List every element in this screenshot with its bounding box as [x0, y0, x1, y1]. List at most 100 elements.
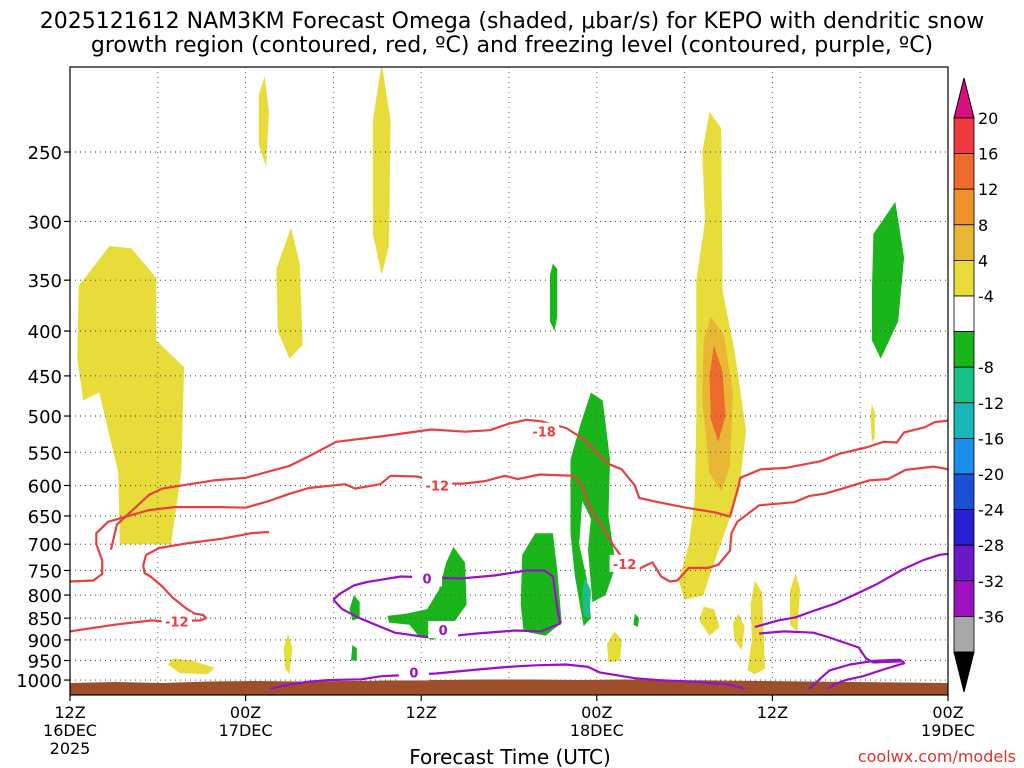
x-tick-label-24-0: 12Z [406, 703, 437, 722]
x-tick-label-36-0: 00Z [581, 703, 612, 722]
colorbar-label-2: 12 [978, 180, 998, 199]
x-tick-label-36-1: 18DEC [570, 721, 624, 740]
purple-label-bg-1 [412, 569, 443, 587]
omega-shading-layer [77, 67, 905, 675]
chart-title-line-2: growth region (contoured, red, ºC) and f… [91, 33, 933, 58]
colorbar-label-12: -32 [978, 572, 1004, 591]
y-tick-label-750: 750 [28, 561, 62, 582]
colorbar-seg-8 [953, 402, 975, 439]
y-tick-label-450: 450 [28, 367, 62, 388]
red-label-bg-0 [529, 422, 560, 440]
y-axis-ticks: 2503003504004505005506006507007508008509… [16, 143, 70, 692]
colorbar-top-arrow [953, 77, 975, 119]
x-tick-label-0-1: 16DEC [43, 721, 97, 740]
red-contour-1 [70, 465, 948, 583]
colorbar-label-11: -28 [978, 536, 1004, 555]
credit-text: coolwx.com/models [858, 747, 1016, 766]
red-contour-label-3: -12 [613, 558, 637, 573]
red-contour-label-0: -18 [532, 426, 556, 441]
y-tick-label-600: 600 [28, 476, 62, 497]
omega-region-pos-4-g [732, 613, 745, 651]
y-tick-label-650: 650 [28, 507, 62, 528]
purple-contour-label-1: 0 [423, 573, 432, 588]
purple-contour-label-2: 0 [409, 666, 418, 681]
omega-region-pos-4-d [372, 67, 391, 275]
colorbar-label-9: -20 [978, 465, 1004, 484]
omega-region-pos-12-e [709, 345, 726, 442]
colorbar-seg-7 [953, 366, 975, 404]
y-tick-label-300: 300 [28, 212, 62, 233]
terrain-surface [70, 679, 948, 695]
purple-label-bg-0 [428, 621, 459, 639]
purple-label-bg-2 [398, 663, 429, 681]
x-tick-label-0-2: 2025 [50, 739, 91, 758]
omega-region-neg-4-g [351, 645, 357, 661]
x-axis-label: Forecast Time (UTC) [409, 745, 611, 768]
colorbar-label-8: -16 [978, 429, 1004, 448]
y-tick-label-250: 250 [28, 143, 62, 164]
red-contour-0 [109, 418, 948, 550]
x-tick-label-60-0: 00Z [932, 703, 963, 722]
omega-region-neg-8-d [582, 578, 591, 619]
omega-region-pos-4-j [607, 631, 622, 663]
colorbar-label-4: 4 [978, 251, 988, 270]
colorbar-label-6: -8 [978, 358, 994, 377]
colorbar-label-10: -24 [978, 501, 1004, 520]
y-tick-label-950: 950 [28, 652, 62, 673]
omega-region-neg-4-a [871, 201, 905, 359]
red-label-bg-2 [161, 612, 192, 630]
omega-region-pos-4-f [699, 606, 720, 636]
omega-region-neg-4-e [387, 546, 467, 640]
chart-title-line-1: 2025121612 NAM3KM Forecast Omega (shaded… [40, 9, 985, 34]
colorbar-label-7: -12 [978, 394, 1004, 413]
colorbar-label-0: 20 [978, 109, 998, 128]
y-tick-label-500: 500 [28, 407, 62, 428]
y-tick-label-800: 800 [28, 586, 62, 607]
colorbar-seg-13 [953, 580, 975, 617]
colorbar-label-3: 8 [978, 216, 988, 235]
omega-region-pos-4-c [276, 227, 303, 359]
colorbar-seg-14 [953, 616, 975, 653]
red-label-bg-3 [609, 554, 640, 572]
omega-region-neg-4-h [633, 613, 640, 627]
purple-contour-2 [270, 663, 745, 690]
colorbar-seg-1 [953, 153, 975, 190]
colorbar: 20 16 12 8 4 -4 -8 -12 -16 -20 -24 -28 -32 -36 [953, 77, 1004, 693]
plot-frame [69, 66, 949, 696]
omega-region-pos-4-l [168, 658, 215, 675]
x-tick-label-12-1: 17DEC [219, 721, 273, 740]
purple-contour-4 [808, 658, 905, 690]
colorbar-label-13: -36 [978, 607, 1004, 626]
colorbar-seg-9 [953, 437, 975, 475]
colorbar-seg-10 [953, 473, 975, 510]
plot-background [70, 67, 948, 695]
y-tick-label-350: 350 [28, 271, 62, 292]
colorbar-label-1: 16 [978, 145, 998, 164]
omega-region-neg-4-b [550, 263, 558, 331]
purple-contour-label-0: 0 [439, 624, 448, 639]
y-tick-label-850: 850 [28, 609, 62, 630]
purple-contour-0 [332, 569, 562, 639]
omega-region-pos-4-b [258, 76, 269, 167]
omega-region-pos-4-k [283, 633, 293, 675]
x-tick-label-60-1: 19DEC [921, 721, 975, 740]
red-contour-label-2: -12 [165, 615, 189, 630]
contour-labels: -18 -12 -12 -12 0 0 0 [161, 422, 640, 681]
omega-region-neg-4-d [520, 533, 562, 636]
purple-freezing-contours [270, 552, 948, 690]
colorbar-seg-11 [953, 509, 975, 546]
y-tick-label-900: 900 [28, 631, 62, 652]
omega-region-neg-4-c [570, 392, 616, 627]
colorbar-seg-6 [953, 331, 975, 368]
colorbar-seg-5 [953, 295, 975, 332]
red-label-bg-1 [422, 476, 453, 494]
purple-contour-3 [759, 630, 906, 690]
colorbar-seg-0 [953, 117, 975, 154]
colorbar-bottom-arrow [953, 651, 975, 693]
omega-region-pos-4-m [870, 404, 875, 442]
purple-contour-5 [754, 552, 948, 629]
omega-region-pos-4-a [77, 246, 185, 545]
y-tick-label-400: 400 [28, 322, 62, 343]
